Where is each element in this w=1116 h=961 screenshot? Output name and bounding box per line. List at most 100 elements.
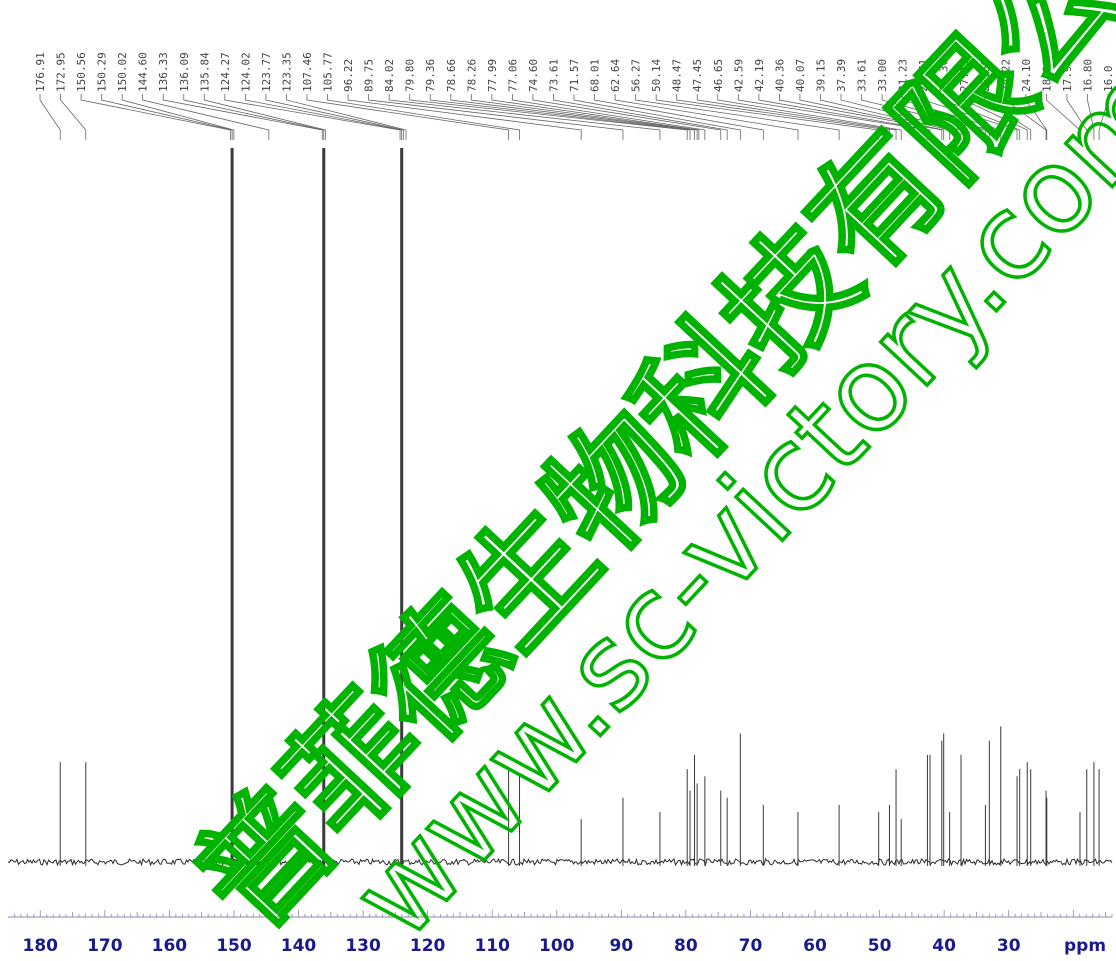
leader-line	[121, 94, 235, 140]
leader-line	[409, 94, 688, 140]
leader-line	[388, 94, 661, 140]
peak-label: 78.26	[465, 59, 478, 92]
x-axis-label: ppm	[1064, 936, 1106, 956]
peak-label: 56.27	[630, 59, 643, 92]
peak-label: 79.80	[404, 59, 417, 92]
peak-label: 16.0	[1102, 66, 1115, 93]
leader-line	[1045, 94, 1081, 140]
peak-label: 176.91	[34, 52, 47, 92]
leader-line	[347, 94, 582, 140]
leader-line	[676, 94, 890, 140]
peak-label: 84.02	[383, 59, 396, 92]
leader-line	[162, 94, 323, 140]
leader-line	[39, 94, 61, 140]
peak-label: 18.96	[1040, 59, 1053, 92]
leader-line	[573, 94, 741, 140]
peak-label: 17.91	[1061, 59, 1074, 92]
peak-label: 28.30	[938, 59, 951, 92]
peak-label: 68.01	[589, 59, 602, 92]
peak-label: 48.47	[671, 59, 684, 92]
peak-label: 77.99	[486, 59, 499, 92]
leader-line	[60, 94, 87, 140]
watermark: 普菲德生物科技有限公司 www.sc-victory.com	[167, 0, 1116, 961]
peak-label: 124.02	[239, 52, 252, 92]
leader-line	[902, 94, 1002, 140]
leader-line	[614, 94, 799, 140]
peak-label: 172.95	[55, 52, 68, 92]
x-tick-label: 100	[539, 936, 575, 956]
x-tick-label: 150	[216, 936, 252, 956]
leader-line	[142, 94, 270, 140]
leader-line	[861, 94, 986, 140]
leader-line	[306, 94, 510, 140]
peak-label: 33.61	[856, 59, 869, 92]
leader-line	[532, 94, 722, 140]
leader-line	[511, 94, 706, 140]
peak-label: 47.45	[691, 59, 704, 92]
peak-label: 62.64	[609, 59, 622, 92]
leader-line	[101, 94, 233, 140]
leader-line	[1066, 94, 1088, 140]
x-tick-label: 60	[803, 936, 827, 956]
peak-label: 42.19	[753, 59, 766, 92]
peak-label: 136.33	[157, 52, 170, 92]
peak-label: 16.80	[1081, 59, 1094, 92]
peak-leader-lines	[39, 94, 1109, 140]
peak-label: 150.02	[116, 52, 129, 92]
peak-label: 40.36	[773, 59, 786, 92]
leader-line	[265, 94, 404, 140]
leader-line	[758, 94, 931, 140]
peak-label: 28.71	[917, 59, 930, 92]
x-tick-label: 70	[739, 936, 763, 956]
x-tick-label: 170	[87, 936, 123, 956]
x-tick-label: 120	[410, 936, 446, 956]
leader-line	[1004, 94, 1047, 140]
leader-line	[80, 94, 231, 140]
peak-label: 42.59	[732, 59, 745, 92]
leader-line	[1087, 94, 1095, 140]
leader-line	[491, 94, 700, 140]
x-tick-label: 140	[281, 936, 317, 956]
x-tick-label: 160	[152, 936, 188, 956]
leader-line	[799, 94, 945, 140]
leader-line	[820, 94, 951, 140]
peak-label: 89.75	[363, 59, 376, 92]
peak-label: 24.22	[999, 59, 1012, 92]
peak-label: 50.14	[650, 59, 663, 92]
leader-line	[368, 94, 624, 140]
x-tick-label: 80	[674, 936, 698, 956]
x-tick-label: 40	[932, 936, 956, 956]
minor-ticks	[14, 910, 1113, 917]
leader-line	[1098, 94, 1109, 140]
peak-label: 39.15	[814, 59, 827, 92]
leader-line	[224, 94, 401, 140]
leader-line	[717, 94, 902, 140]
peak-label: 33.00	[876, 59, 889, 92]
peak-label: 124.27	[219, 52, 232, 92]
leader-line	[922, 94, 1018, 140]
leader-line	[635, 94, 840, 140]
peak-label: 78.66	[445, 59, 458, 92]
leader-line	[327, 94, 520, 140]
peak-label: 74.60	[527, 59, 540, 92]
leader-line	[943, 94, 1021, 140]
peak-label: 107.46	[301, 52, 314, 92]
leader-line	[244, 94, 403, 140]
peak-label: 40.07	[794, 59, 807, 92]
peak-label: 27.13	[958, 59, 971, 92]
peak-lines	[59, 148, 1100, 866]
peak-label: 150.56	[75, 52, 88, 92]
leader-line	[778, 94, 943, 140]
watermark-url: www.sc-victory.com	[327, 39, 1116, 961]
peak-label: 37.39	[835, 59, 848, 92]
baseline-noise	[7, 857, 1113, 867]
peak-label: 77.06	[506, 59, 519, 92]
leader-line	[881, 94, 990, 140]
peak-label: 144.60	[137, 52, 150, 92]
peak-label: 46.65	[712, 59, 725, 92]
leader-line	[737, 94, 928, 140]
leader-line	[594, 94, 764, 140]
watermark-company-name: 普菲德生物科技有限公司	[169, 0, 1116, 956]
x-tick-label: 180	[23, 936, 59, 956]
